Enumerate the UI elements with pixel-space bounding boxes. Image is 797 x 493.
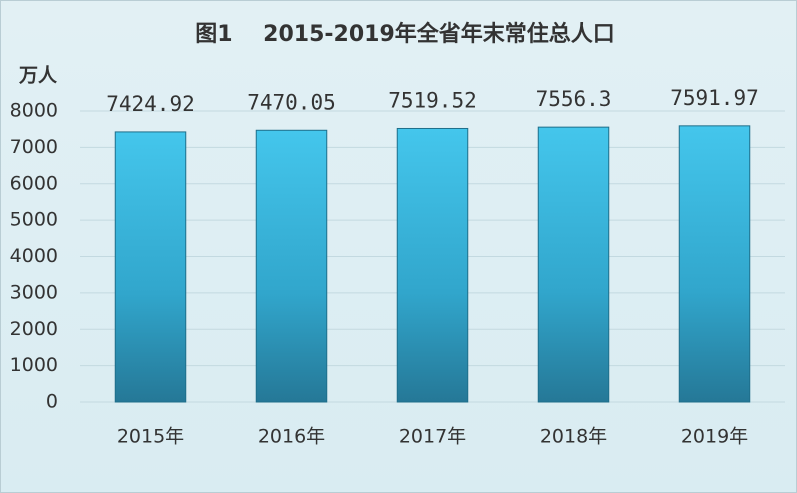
- y-tick-label: 4000: [10, 245, 58, 267]
- y-tick-label: 2000: [10, 318, 58, 340]
- value-label: 7470.05: [247, 90, 336, 114]
- y-tick-label: 3000: [10, 281, 58, 303]
- y-tick-label: 5000: [10, 209, 58, 231]
- x-tick-label: 2018年: [540, 426, 607, 448]
- bar: [537, 126, 610, 403]
- chart-title: 图1 2015-2019年全省年末常住总人口: [195, 21, 615, 47]
- x-tick-label: 2017年: [399, 426, 466, 448]
- value-label: 7556.3: [536, 87, 612, 111]
- x-tick-label: 2015年: [117, 426, 184, 448]
- bar: [396, 127, 469, 403]
- y-tick-label: 6000: [10, 172, 58, 194]
- y-tick-label: 1000: [10, 354, 58, 376]
- value-label: 7519.52: [388, 88, 477, 112]
- y-tick-label: 8000: [10, 100, 58, 122]
- y-tick-label: 7000: [10, 136, 58, 158]
- bar: [678, 125, 751, 403]
- value-label: 7591.97: [670, 86, 759, 110]
- value-label: 7424.92: [106, 92, 195, 116]
- bar: [114, 131, 187, 403]
- x-tick-label: 2019年: [681, 426, 748, 448]
- x-tick-label: 2016年: [258, 426, 325, 448]
- bar: [255, 129, 328, 403]
- y-tick-label: 0: [46, 391, 58, 413]
- y-axis-label: 万人: [18, 65, 58, 87]
